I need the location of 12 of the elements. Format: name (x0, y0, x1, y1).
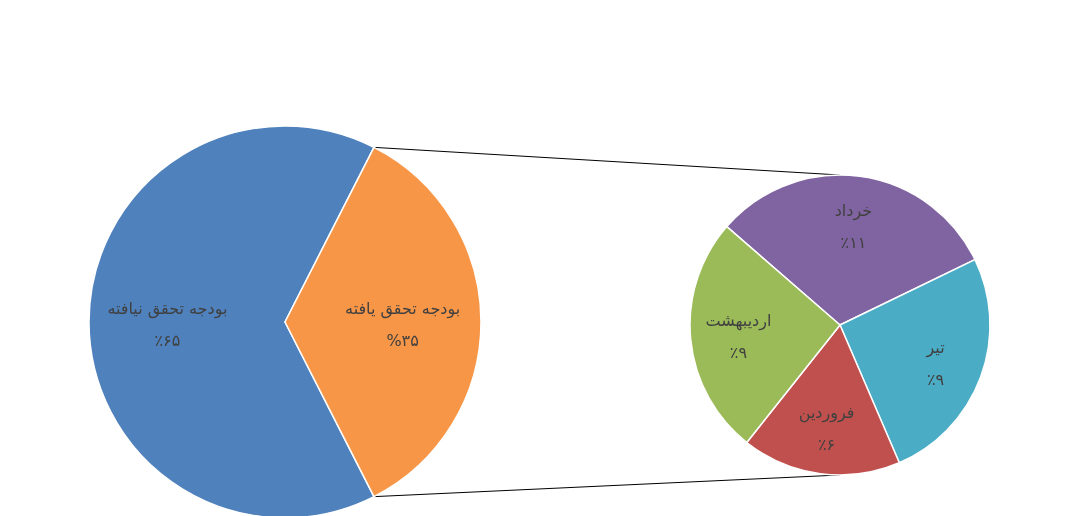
slice-label: بودجه تحقق نیافته (107, 299, 228, 319)
slice-label: فروردین (798, 403, 855, 424)
data-label: ٪۶ (817, 435, 836, 455)
data-label: ٪۹ (926, 369, 945, 389)
slice-label: خرداد (834, 200, 873, 221)
data-label: ٪۱۱ (840, 232, 867, 252)
data-label: ٪۹ (729, 343, 748, 363)
slice-label: بودجه تحقق یافته (345, 299, 461, 319)
data-label: ٪۶۵ (154, 331, 181, 350)
data-label: %۳۵ (386, 331, 419, 350)
slice-label: تیر (925, 337, 945, 358)
slice-label: اردیبهشت (705, 311, 772, 332)
